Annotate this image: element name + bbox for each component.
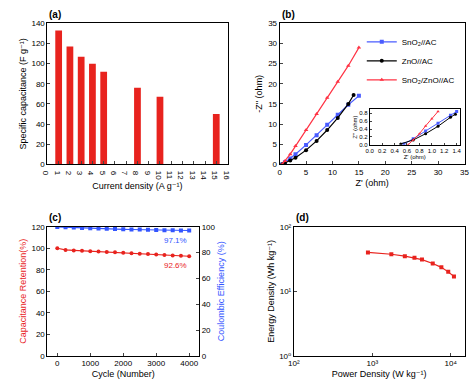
svg-text:5: 5 [304, 168, 309, 177]
svg-text:(b): (b) [282, 9, 295, 20]
svg-text:20: 20 [36, 140, 45, 149]
svg-text:(d): (d) [296, 212, 309, 223]
svg-text:0.8: 0.8 [359, 110, 368, 116]
svg-text:Power Density (W kg⁻¹): Power Density (W kg⁻¹) [332, 369, 427, 379]
svg-text:0.0: 0.0 [359, 142, 368, 148]
svg-text:140: 140 [31, 19, 45, 28]
svg-text:100: 100 [202, 223, 216, 232]
svg-text:2000: 2000 [114, 359, 132, 368]
svg-text:Coulombic Efficiency (%): Coulombic Efficiency (%) [216, 241, 226, 341]
svg-text:60: 60 [202, 274, 211, 283]
svg-text:15: 15 [354, 168, 363, 177]
svg-text:15: 15 [268, 100, 277, 109]
svg-text:4: 4 [86, 171, 95, 176]
svg-text:97.1%: 97.1% [164, 236, 187, 245]
svg-text:10¹: 10¹ [280, 287, 292, 296]
svg-text:0.0: 0.0 [366, 148, 375, 154]
svg-text:1000: 1000 [81, 359, 99, 368]
svg-text:0.4: 0.4 [359, 126, 368, 132]
svg-text:0.6: 0.6 [359, 118, 368, 124]
svg-text:10: 10 [268, 120, 277, 129]
svg-text:0.2: 0.2 [378, 148, 387, 154]
svg-text:100: 100 [31, 244, 45, 253]
svg-text:5: 5 [273, 140, 278, 149]
svg-text:80: 80 [202, 248, 211, 257]
svg-text:80: 80 [36, 266, 45, 275]
svg-text:10⁴: 10⁴ [445, 359, 458, 368]
svg-text:Energy Density (Wh kg⁻¹): Energy Density (Wh kg⁻¹) [266, 240, 276, 343]
svg-text:0: 0 [40, 352, 45, 361]
svg-text:4000: 4000 [180, 359, 198, 368]
svg-text:35: 35 [268, 19, 277, 28]
svg-text:20: 20 [268, 80, 277, 89]
svg-text:10²: 10² [288, 359, 300, 368]
svg-text:7: 7 [120, 171, 129, 176]
svg-text:35: 35 [460, 168, 469, 177]
svg-text:0: 0 [40, 160, 45, 169]
svg-text:0: 0 [202, 352, 207, 361]
svg-text:20: 20 [36, 330, 45, 339]
svg-text:6: 6 [109, 171, 118, 176]
svg-text:0.4: 0.4 [390, 148, 399, 154]
svg-text:10: 10 [328, 168, 337, 177]
svg-text:(c): (c) [49, 212, 61, 223]
svg-text:0.8: 0.8 [415, 148, 424, 154]
svg-text:0: 0 [55, 359, 60, 368]
svg-text:5: 5 [98, 171, 107, 176]
svg-text:1.4: 1.4 [452, 148, 461, 154]
svg-text:120: 120 [31, 39, 45, 48]
svg-text:Z' (ohm): Z' (ohm) [355, 178, 388, 188]
svg-text:80: 80 [36, 80, 45, 89]
svg-text:Capacitance Retention(%): Capacitance Retention(%) [18, 239, 28, 344]
svg-text:3000: 3000 [147, 359, 165, 368]
svg-text:ZnO//AC: ZnO//AC [402, 57, 433, 66]
svg-text:13: 13 [188, 171, 197, 180]
svg-text:10³: 10³ [367, 359, 379, 368]
svg-text:1.2: 1.2 [440, 148, 449, 154]
svg-text:25: 25 [407, 168, 416, 177]
svg-text:60: 60 [36, 100, 45, 109]
svg-text:40: 40 [36, 120, 45, 129]
svg-text:25: 25 [268, 59, 277, 68]
svg-text:120: 120 [31, 223, 45, 232]
svg-text:16: 16 [222, 171, 231, 180]
svg-text:92.6%: 92.6% [164, 261, 187, 270]
svg-text:0.6: 0.6 [403, 148, 412, 154]
svg-text:SnO₂/ZnO//AC: SnO₂/ZnO//AC [402, 76, 455, 85]
svg-text:60: 60 [36, 287, 45, 296]
svg-text:30: 30 [268, 39, 277, 48]
svg-text:Current density (A g⁻¹): Current density (A g⁻¹) [92, 181, 182, 191]
svg-text:0: 0 [277, 168, 282, 177]
svg-text:1: 1 [53, 171, 62, 176]
svg-text:10²: 10² [280, 223, 292, 232]
svg-text:2: 2 [64, 171, 73, 176]
svg-text:0.2: 0.2 [359, 134, 368, 140]
svg-text:40: 40 [36, 309, 45, 318]
svg-text:40: 40 [202, 300, 211, 309]
svg-text:0: 0 [273, 160, 278, 169]
svg-text:SnO₂//AC: SnO₂//AC [402, 38, 437, 47]
svg-text:Z' (ohm): Z' (ohm) [404, 154, 426, 160]
svg-text:(a): (a) [49, 9, 61, 20]
svg-text:3: 3 [75, 171, 84, 176]
svg-text:1.0: 1.0 [428, 148, 437, 154]
svg-text:15: 15 [210, 171, 219, 180]
svg-text:Specific capacitance (F g⁻¹): Specific capacitance (F g⁻¹) [18, 38, 28, 149]
svg-text:14: 14 [199, 171, 208, 180]
svg-text:0: 0 [41, 171, 50, 176]
svg-text:10: 10 [154, 171, 163, 180]
svg-text:Cycle (Number): Cycle (Number) [92, 369, 155, 379]
svg-text:10⁰: 10⁰ [279, 352, 291, 361]
svg-text:9: 9 [143, 171, 152, 176]
svg-text:11: 11 [165, 171, 174, 180]
svg-text:12: 12 [176, 171, 185, 180]
svg-text:20: 20 [202, 326, 211, 335]
svg-text:30: 30 [434, 168, 443, 177]
svg-text:20: 20 [381, 168, 390, 177]
svg-text:8: 8 [131, 171, 140, 176]
svg-text:-Z'' (ohm): -Z'' (ohm) [255, 75, 265, 113]
svg-text:100: 100 [31, 59, 45, 68]
svg-text:Z'' (ohm): Z'' (ohm) [352, 115, 358, 138]
